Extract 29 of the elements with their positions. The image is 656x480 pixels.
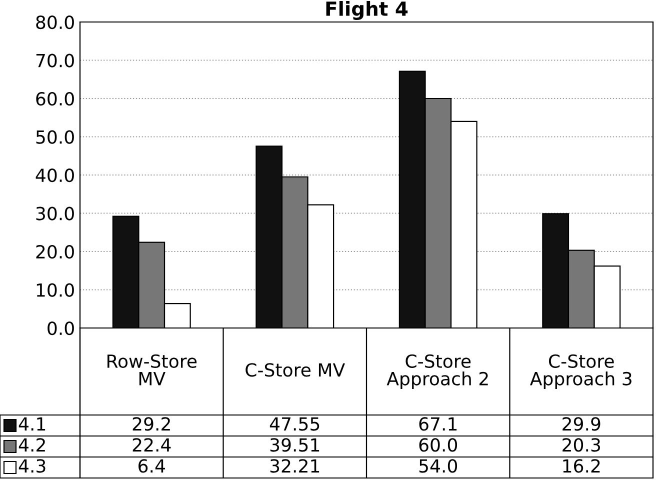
data-label: 39.51 — [270, 438, 320, 452]
data-label: 32.21 — [270, 459, 320, 473]
y-tick-label: 80.0 — [36, 15, 74, 30]
data-label: 67.1 — [419, 417, 457, 431]
legend-label: 4.1 — [18, 417, 46, 430]
y-tick-label: 30.0 — [36, 206, 74, 220]
chart-title: Flight 4 — [326, 1, 408, 20]
data-label: 16.2 — [563, 459, 600, 473]
x-tick-label: C-Store Approach 2 — [386, 354, 488, 389]
legend-label: 4.3 — [18, 459, 46, 473]
data-label: 60.0 — [419, 438, 458, 452]
data-label: 54.0 — [419, 459, 458, 473]
y-tick-label: 0.0 — [48, 321, 74, 336]
y-tick-label: 10.0 — [36, 283, 74, 297]
data-label: 29.2 — [132, 417, 170, 431]
y-tick-label: 40.0 — [36, 168, 74, 182]
data-label: 22.4 — [132, 438, 171, 452]
x-tick-label: C-Store Approach 3 — [530, 354, 632, 389]
y-tick-label: 50.0 — [36, 130, 74, 144]
legend-label: 4.2 — [18, 438, 45, 452]
data-label: 6.4 — [138, 459, 165, 473]
data-label: 29.9 — [562, 417, 600, 431]
x-tick-label: C-Store MV — [246, 363, 345, 377]
x-tick-label: Row-Store MV — [108, 354, 197, 386]
y-tick-label: 20.0 — [36, 244, 74, 259]
y-tick-label: 70.0 — [36, 54, 74, 68]
data-label: 20.3 — [562, 438, 600, 452]
y-tick-label: 60.0 — [36, 92, 74, 106]
data-label: 47.55 — [270, 417, 320, 431]
